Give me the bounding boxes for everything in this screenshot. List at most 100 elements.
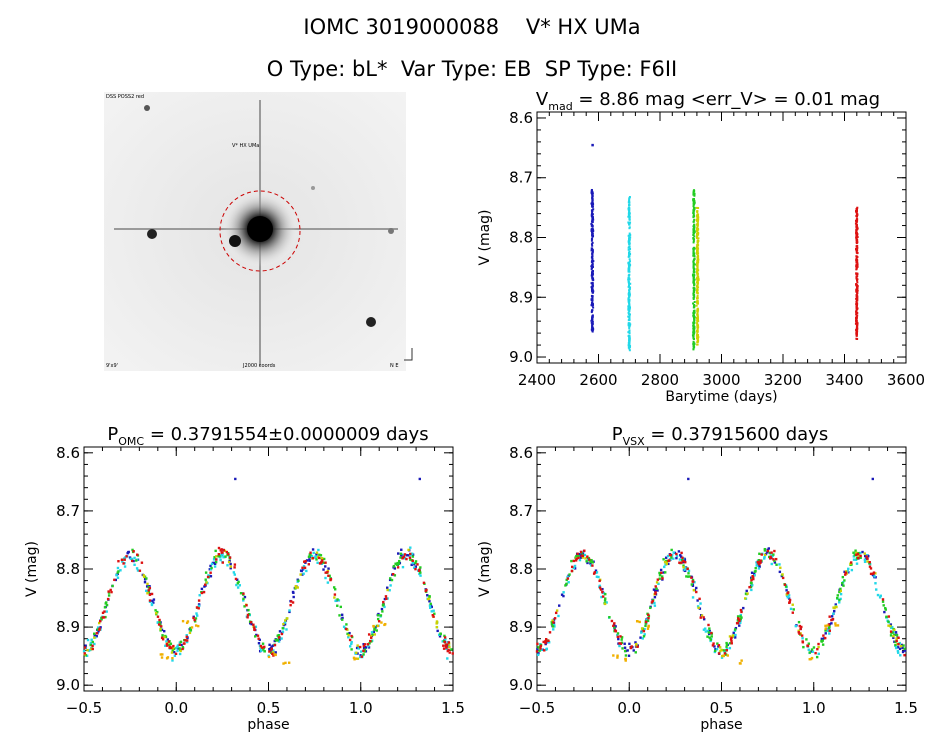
data-point — [376, 624, 380, 628]
data-point — [621, 647, 624, 650]
data-point — [856, 272, 859, 275]
data-point — [360, 655, 363, 658]
data-point — [558, 604, 561, 607]
data-point — [550, 623, 554, 626]
data-point — [152, 598, 156, 601]
data-point — [797, 620, 801, 624]
data-point — [675, 552, 678, 556]
data-point — [171, 659, 174, 662]
data-point — [381, 604, 385, 607]
data-point — [863, 554, 867, 558]
data-point — [627, 297, 630, 300]
data-point — [619, 635, 622, 638]
data-point — [590, 268, 593, 271]
data-point — [222, 548, 225, 552]
data-point — [821, 643, 825, 646]
data-point — [740, 659, 743, 662]
data-point — [590, 282, 593, 285]
data-point — [697, 213, 700, 216]
data-point — [591, 235, 594, 238]
data-point — [679, 555, 683, 558]
data-point — [698, 607, 702, 610]
data-point — [271, 652, 274, 656]
data-point — [445, 643, 448, 647]
data-point — [849, 562, 852, 565]
data-point — [866, 557, 869, 560]
data-point — [855, 234, 858, 237]
data-point — [640, 627, 644, 630]
data-point — [441, 640, 444, 643]
data-point — [740, 610, 743, 614]
data-point — [591, 233, 594, 236]
data-point — [734, 633, 737, 637]
figure-subtitle: O Type: bL* Var Type: EB SP Type: F6II — [266, 57, 678, 81]
data-point — [355, 646, 359, 650]
data-point — [194, 617, 198, 620]
data-point — [601, 587, 604, 591]
data-point — [627, 221, 630, 224]
x-axis-label: phase — [700, 717, 742, 733]
data-point — [332, 586, 336, 589]
data-point — [734, 626, 738, 630]
data-point — [438, 635, 442, 638]
data-point — [688, 575, 691, 578]
data-point — [442, 647, 446, 650]
y-axis-label: V (mag) — [477, 209, 493, 265]
data-point — [145, 589, 148, 593]
data-point — [213, 556, 216, 559]
data-point — [171, 657, 174, 660]
data-point — [817, 652, 820, 656]
data-point — [272, 654, 275, 657]
data-point — [791, 611, 794, 614]
data-point — [783, 583, 787, 586]
data-point — [246, 616, 249, 619]
data-point — [133, 563, 136, 566]
data-point — [628, 258, 631, 261]
data-point — [324, 561, 327, 564]
data-point — [662, 558, 665, 561]
data-point — [159, 627, 162, 631]
data-point — [628, 642, 631, 646]
data-point — [296, 586, 299, 589]
data-point — [128, 556, 132, 559]
data-point — [626, 649, 629, 652]
data-point — [653, 601, 656, 605]
data-point — [680, 551, 683, 555]
data-point — [736, 621, 740, 625]
data-point — [869, 572, 873, 576]
data-point — [170, 651, 174, 654]
data-point — [339, 605, 342, 609]
data-point — [347, 634, 350, 637]
data-point — [867, 554, 870, 558]
data-point — [693, 331, 696, 334]
data-point — [856, 259, 859, 262]
data-point — [693, 270, 696, 273]
data-point — [221, 561, 225, 564]
data-point — [122, 562, 125, 565]
data-point — [696, 292, 699, 295]
data-point — [590, 558, 593, 562]
data-point — [229, 565, 233, 568]
data-point — [806, 644, 810, 648]
data-point — [692, 323, 695, 326]
data-point — [898, 647, 902, 651]
data-point — [853, 553, 856, 557]
data-point — [156, 621, 160, 624]
data-point — [628, 308, 631, 311]
data-point — [192, 616, 195, 620]
data-point — [250, 622, 253, 626]
data-point — [110, 590, 113, 594]
data-point — [781, 573, 784, 576]
data-point — [624, 657, 627, 661]
data-point — [646, 627, 650, 630]
data-point — [357, 647, 360, 650]
data-point — [411, 555, 415, 558]
data-point — [425, 588, 428, 592]
data-point — [856, 213, 859, 216]
data-point — [723, 650, 726, 654]
data-point — [301, 573, 304, 576]
data-point — [763, 557, 766, 560]
finder-label-fov: 9'x9' — [106, 363, 118, 369]
data-point — [587, 558, 591, 561]
data-point — [579, 550, 583, 554]
